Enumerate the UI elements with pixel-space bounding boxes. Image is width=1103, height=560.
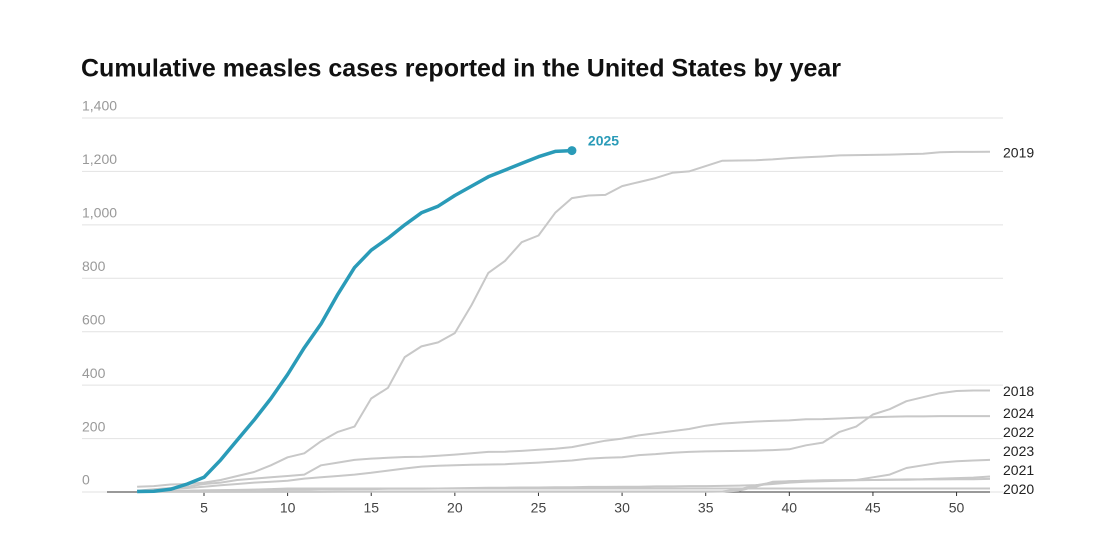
series-label: 2024 — [1003, 405, 1034, 421]
series-line — [137, 148, 572, 494]
x-tick-label: 5 — [200, 500, 208, 516]
series-label: 2018 — [1003, 383, 1034, 399]
series-label: 2019 — [1003, 144, 1034, 160]
series-label: 2025 — [588, 132, 619, 148]
x-tick-label: 35 — [698, 500, 714, 516]
x-tick-label: 40 — [782, 500, 798, 516]
y-tick-label: 0 — [82, 472, 90, 488]
x-tick-label: 25 — [531, 500, 547, 516]
series-label: 2022 — [1003, 424, 1034, 440]
x-tick-label: 50 — [949, 500, 965, 516]
x-tick-label: 30 — [614, 500, 630, 516]
series-label: 2021 — [1003, 462, 1034, 478]
series-line — [137, 150, 991, 488]
series-label: 2023 — [1003, 443, 1034, 459]
y-tick-label: 800 — [82, 258, 106, 274]
x-tick-label: 15 — [363, 500, 379, 516]
series-label: 2020 — [1003, 481, 1034, 497]
x-tick-label: 20 — [447, 500, 463, 516]
y-tick-label: 1,400 — [82, 98, 117, 114]
y-tick-label: 600 — [82, 311, 106, 327]
end-point — [567, 146, 577, 156]
series-line — [137, 415, 990, 492]
x-tick-label: 10 — [280, 500, 296, 516]
series-line — [137, 458, 991, 493]
y-tick-label: 200 — [82, 418, 106, 434]
y-tick-label: 400 — [82, 365, 106, 381]
y-tick-label: 1,200 — [82, 151, 117, 167]
y-tick-label: 1,000 — [82, 205, 117, 221]
x-tick-label: 45 — [865, 500, 881, 516]
series-line — [137, 389, 990, 492]
chart-title: Cumulative measles cases reported in the… — [81, 55, 841, 83]
